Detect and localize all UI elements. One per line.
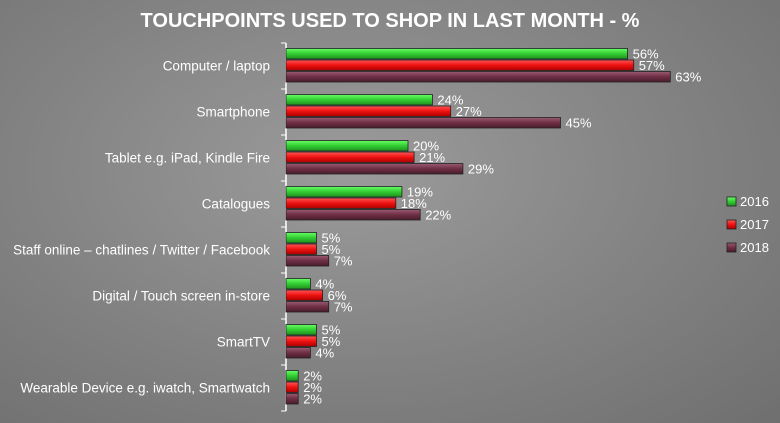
bar-2017 (285, 289, 323, 301)
bar-2018 (285, 255, 330, 267)
legend-swatch-2016 (726, 196, 737, 207)
data-label: 29% (468, 162, 494, 177)
category-label: Tablet e.g. iPad, Kindle Fire (105, 150, 270, 165)
category-label: Computer / laptop (163, 58, 270, 73)
bar-2018 (285, 209, 421, 221)
data-label: 21% (419, 150, 445, 165)
bar-2017 (285, 197, 397, 209)
data-label: 56% (633, 47, 659, 62)
category-label: Staff online – chatlines / Twitter / Fac… (13, 242, 270, 257)
data-label: 63% (675, 70, 701, 85)
data-label: 2% (303, 380, 322, 395)
category-label: SmartTV (217, 334, 270, 349)
bar-2016 (285, 48, 629, 60)
bar-2018 (285, 71, 671, 83)
data-label: 57% (639, 58, 665, 73)
data-label: 2% (303, 392, 322, 407)
data-label: 20% (413, 139, 439, 154)
data-label: 45% (566, 116, 592, 131)
bar-2016 (285, 278, 311, 290)
data-label: 22% (425, 208, 451, 223)
data-label: 4% (315, 277, 334, 292)
bar-2016 (285, 324, 317, 336)
bar-2016 (285, 94, 433, 106)
legend-label: 2016 (740, 194, 769, 209)
chart-title: TOUCHPOINTS USED TO SHOP IN LAST MONTH -… (141, 10, 640, 32)
category-label: Digital / Touch screen in-store (92, 288, 270, 303)
legend: 2016 2017 2018 (726, 194, 769, 255)
data-label: 27% (456, 104, 482, 119)
data-label: 5% (322, 323, 341, 338)
bar-2017 (285, 105, 452, 117)
bar-2018 (285, 393, 299, 405)
bar-2016 (285, 140, 409, 152)
legend-label: 2017 (740, 217, 769, 232)
data-label: 5% (322, 334, 341, 349)
data-label: 5% (322, 242, 341, 257)
bar-2016 (285, 186, 403, 198)
category-label: Wearable Device e.g. iwatch, Smartwatch (20, 380, 270, 395)
data-label: 4% (315, 346, 334, 361)
bar-2017 (285, 59, 635, 71)
bar-2018 (285, 301, 330, 313)
bar-2018 (285, 347, 311, 359)
bar-2018 (285, 163, 464, 175)
legend-swatch-2017 (726, 219, 737, 230)
data-label: 24% (437, 93, 463, 108)
data-label: 2% (303, 369, 322, 384)
bar-2016 (285, 232, 317, 244)
bar-2016 (285, 370, 299, 382)
legend-label: 2018 (740, 240, 769, 255)
data-label: 7% (334, 300, 353, 315)
data-label: 18% (401, 196, 427, 211)
bar-2017 (285, 335, 317, 347)
category-label: Catalogues (202, 196, 271, 211)
bar-2018 (285, 117, 561, 129)
bar-2017 (285, 381, 299, 393)
data-label: 6% (328, 288, 347, 303)
category-label: Smartphone (196, 104, 270, 119)
legend-swatch-2018 (726, 242, 737, 253)
data-label: 7% (334, 254, 353, 269)
data-label: 19% (407, 185, 433, 200)
bar-2017 (285, 151, 415, 163)
plot-area: Computer / laptop56%57%63%Smartphone24%2… (13, 42, 702, 412)
data-label: 5% (322, 231, 341, 246)
bar-2017 (285, 243, 317, 255)
